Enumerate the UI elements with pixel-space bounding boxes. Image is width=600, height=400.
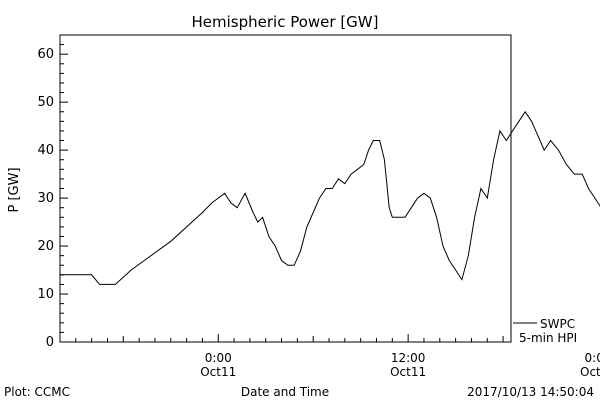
y-tick-label: 50: [37, 95, 54, 110]
y-axis: 0 10 20 30 40 50 60: [37, 34, 68, 350]
legend-series-name: SWPC: [540, 317, 575, 331]
x-axis: 0:00Oct1112:00Oct110:00Oct1212:00Oct120:…: [59, 334, 600, 379]
footer-credit: Plot: CCMC: [4, 385, 70, 399]
x-tick-date-label: Oct12: [580, 365, 600, 379]
x-tick-date-label: Oct11: [390, 365, 426, 379]
legend: SWPC 5-min HPI: [513, 317, 577, 345]
x-tick-date-label: Oct11: [200, 365, 236, 379]
x-tick-time-label: 0:00: [585, 351, 600, 365]
footer-timestamp: 2017/10/13 14:50:04: [467, 385, 594, 399]
plot-area: [59, 34, 512, 343]
y-axis-label: P [GW]: [7, 167, 22, 212]
chart-title: Hemispheric Power [GW]: [192, 13, 379, 31]
y-tick-label: 60: [37, 47, 54, 62]
plot-frame: [59, 34, 512, 343]
x-tick-time-label: 0:00: [205, 351, 232, 365]
y-tick-label: 30: [37, 191, 54, 206]
y-tick-label: 20: [37, 239, 54, 254]
legend-series-subtitle: 5-min HPI: [519, 331, 577, 345]
x-tick-time-label: 12:00: [391, 351, 426, 365]
x-axis-label: Date and Time: [241, 385, 329, 399]
series-area: [60, 110, 600, 285]
y-tick-label: 0: [46, 335, 54, 350]
y-tick-label: 10: [37, 287, 54, 302]
series-line-swpc: [60, 110, 600, 285]
y-tick-label: 40: [37, 143, 54, 158]
